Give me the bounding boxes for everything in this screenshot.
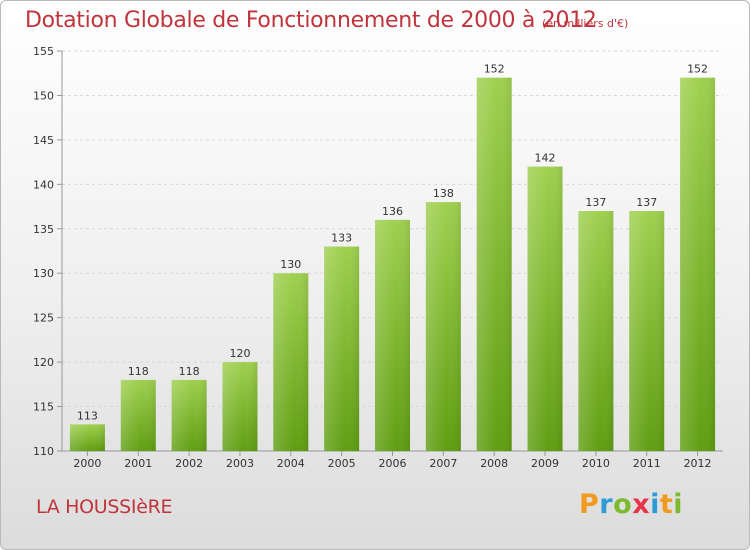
x-tick-label: 2009 bbox=[531, 457, 559, 470]
bar-value-label: 118 bbox=[179, 365, 200, 378]
bar-shade bbox=[375, 219, 410, 451]
bar-value-label: 137 bbox=[585, 196, 606, 209]
bar-value-label: 152 bbox=[484, 63, 505, 76]
y-tick-label: 150 bbox=[33, 89, 54, 102]
y-tick-label: 110 bbox=[33, 445, 54, 458]
bar-shade bbox=[578, 211, 614, 451]
chart-subtitle: (en milliers d'€) bbox=[542, 17, 629, 30]
bar-shade bbox=[69, 424, 105, 451]
bar-shade bbox=[222, 362, 258, 451]
x-tick-label: 2003 bbox=[226, 457, 254, 470]
bar-value-label: 133 bbox=[331, 232, 352, 245]
logo-letter: i bbox=[673, 489, 684, 520]
bar-value-label: 142 bbox=[535, 152, 556, 165]
bar-shade bbox=[273, 273, 309, 451]
y-tick-label: 145 bbox=[33, 134, 54, 147]
y-tick-label: 140 bbox=[33, 178, 54, 191]
x-tick-label: 2007 bbox=[429, 457, 457, 470]
logo-letter: o bbox=[613, 489, 633, 520]
y-tick-label: 125 bbox=[33, 312, 54, 325]
commune-name: LA HOUSSIèRE bbox=[36, 496, 173, 518]
logo-letter: x bbox=[632, 489, 651, 520]
x-tick-label: 2006 bbox=[379, 457, 407, 470]
logo-letter: i bbox=[650, 489, 660, 520]
chart-title: Dotation Globale de Fonctionnement de 20… bbox=[25, 8, 597, 33]
y-tick-label: 135 bbox=[33, 223, 54, 236]
proxiti-logo: Proxiti bbox=[579, 489, 683, 520]
y-tick-label: 155 bbox=[33, 45, 54, 58]
bar-shade bbox=[324, 246, 360, 451]
bar-shade bbox=[425, 202, 461, 451]
bar-shade bbox=[171, 379, 207, 451]
y-tick-label: 115 bbox=[33, 401, 54, 414]
logo-letter: t bbox=[659, 489, 674, 520]
y-tick-label: 130 bbox=[33, 267, 54, 280]
x-tick-label: 2010 bbox=[582, 457, 610, 470]
bar-value-label: 138 bbox=[433, 187, 454, 200]
x-tick-label: 2000 bbox=[73, 457, 101, 470]
y-tick-label: 120 bbox=[33, 356, 54, 369]
logo-letter: r bbox=[599, 489, 614, 520]
x-tick-label: 2002 bbox=[175, 457, 203, 470]
x-tick-label: 2004 bbox=[277, 457, 305, 470]
x-tick-label: 2001 bbox=[124, 457, 152, 470]
bar-shade bbox=[680, 77, 716, 452]
x-tick-label: 2011 bbox=[633, 457, 661, 470]
bar-value-label: 113 bbox=[77, 409, 98, 422]
bar-value-label: 130 bbox=[280, 258, 301, 271]
bar-shade bbox=[629, 211, 665, 451]
x-tick-label: 2012 bbox=[684, 457, 712, 470]
x-tick-label: 2005 bbox=[328, 457, 356, 470]
bar-value-label: 136 bbox=[382, 205, 403, 218]
bar-shade bbox=[527, 166, 563, 452]
logo-letter: P bbox=[579, 489, 600, 520]
x-tick-label: 2008 bbox=[480, 457, 508, 470]
bar-value-label: 120 bbox=[229, 347, 250, 360]
bar-shade bbox=[120, 379, 156, 451]
bar-value-label: 137 bbox=[636, 196, 657, 209]
bar-shade bbox=[476, 77, 512, 452]
bar-value-label: 152 bbox=[687, 63, 708, 76]
bar-value-label: 118 bbox=[128, 365, 149, 378]
